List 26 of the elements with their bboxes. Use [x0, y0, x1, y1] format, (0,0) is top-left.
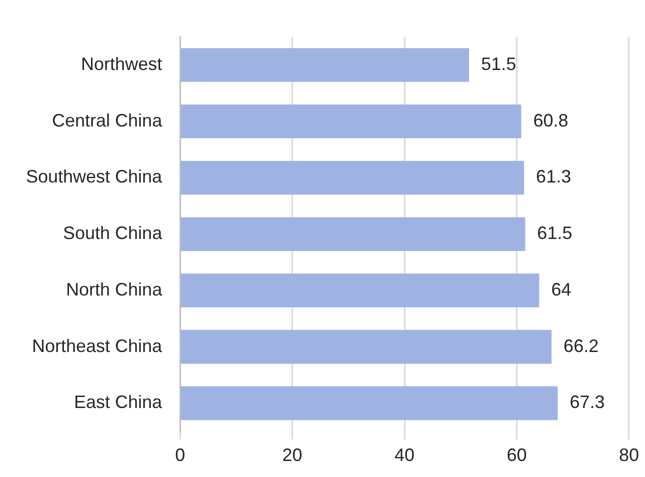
- data-label: 51.5: [481, 54, 516, 74]
- x-tick-label: 80: [618, 445, 640, 466]
- y-tick-label: South China: [63, 223, 164, 244]
- bar: [180, 104, 522, 138]
- bar: [180, 217, 526, 252]
- y-tick-label: East China: [74, 392, 164, 412]
- bar: [180, 330, 552, 364]
- bar: [180, 386, 558, 420]
- bar: [180, 48, 470, 82]
- data-label: 66.2: [564, 336, 599, 356]
- y-tick-label: North China: [66, 279, 164, 300]
- data-label: 61.5: [537, 223, 572, 244]
- data-label: 64: [551, 279, 572, 300]
- data-label: 61.3: [536, 166, 572, 187]
- data-label: 60.8: [533, 110, 568, 130]
- data-label: 67.3: [570, 392, 605, 412]
- x-tick-label: 20: [282, 445, 302, 466]
- bar: [180, 274, 540, 308]
- y-tick-label: Northeast China: [32, 336, 164, 356]
- y-tick-label: Central China: [52, 110, 164, 130]
- x-tick-label: 60: [506, 445, 527, 466]
- x-tick-label: 40: [394, 445, 415, 466]
- bar: [180, 160, 524, 195]
- y-tick-label: Northwest: [81, 54, 162, 74]
- y-tick-label: Southwest China: [26, 166, 164, 187]
- x-tick-label: 0: [175, 445, 186, 466]
